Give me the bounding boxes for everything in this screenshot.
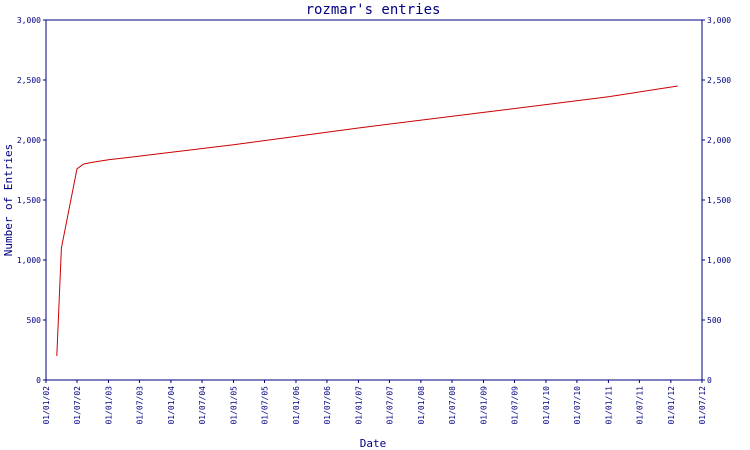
x-tick-label: 01/01/10 [542, 386, 551, 425]
x-tick-label: 01/07/06 [323, 386, 332, 425]
x-tick-label: 01/01/09 [480, 386, 489, 425]
plot-frame [45, 19, 703, 381]
x-tick-label: 01/07/04 [198, 386, 207, 425]
x-tick-label: 01/01/05 [230, 386, 239, 425]
y-tick-label-right: 2,500 [707, 76, 731, 85]
y-tick-label-left: 2,000 [17, 136, 41, 145]
x-tick-label: 01/07/08 [448, 386, 457, 425]
y-tick-label-left: 1,000 [17, 256, 41, 265]
x-tick-label: 01/01/11 [604, 386, 613, 425]
x-tick-label: 01/01/07 [354, 386, 363, 425]
axis-ticks [43, 19, 705, 383]
x-tick-label: 01/07/12 [698, 386, 707, 425]
x-tick-label: 01/01/03 [104, 386, 113, 425]
x-tick-label: 01/07/11 [635, 386, 644, 425]
y-tick-label-right: 3,000 [707, 16, 731, 25]
axis-tick-labels: 0 0 500 500 1,000 1,000 1,500 1,500 2,000 2,000 2,… [17, 16, 731, 425]
x-tick-label: 01/01/08 [417, 386, 426, 425]
y-axis-label: Number of Entries [2, 144, 15, 257]
series-line [56, 85, 678, 357]
y-tick-label-left: 0 [36, 376, 41, 385]
y-tick-label-left: 2,500 [17, 76, 41, 85]
y-tick-label-right: 1,500 [707, 196, 731, 205]
x-tick-label: 01/07/03 [135, 386, 144, 425]
x-tick-label: 01/07/02 [73, 386, 82, 425]
x-tick-label: 01/07/10 [573, 386, 582, 425]
y-tick-label-left: 3,000 [17, 16, 41, 25]
x-tick-label: 01/01/12 [667, 386, 676, 425]
y-tick-label-left: 500 [27, 316, 42, 325]
y-tick-label-right: 500 [707, 316, 722, 325]
y-tick-label-right: 2,000 [707, 136, 731, 145]
x-tick-label: 01/07/05 [260, 386, 269, 425]
y-tick-label-right: 1,000 [707, 256, 731, 265]
y-tick-label-left: 1,500 [17, 196, 41, 205]
chart-title: rozmar's entries [306, 2, 441, 18]
x-tick-label: 01/01/06 [292, 386, 301, 425]
x-axis-label: Date [360, 437, 387, 450]
x-tick-label: 01/01/02 [42, 386, 51, 425]
x-tick-label: 01/07/09 [510, 386, 519, 425]
x-tick-label: 01/07/07 [385, 386, 394, 425]
y-tick-label-right: 0 [707, 376, 712, 385]
x-tick-label: 01/01/04 [167, 386, 176, 425]
